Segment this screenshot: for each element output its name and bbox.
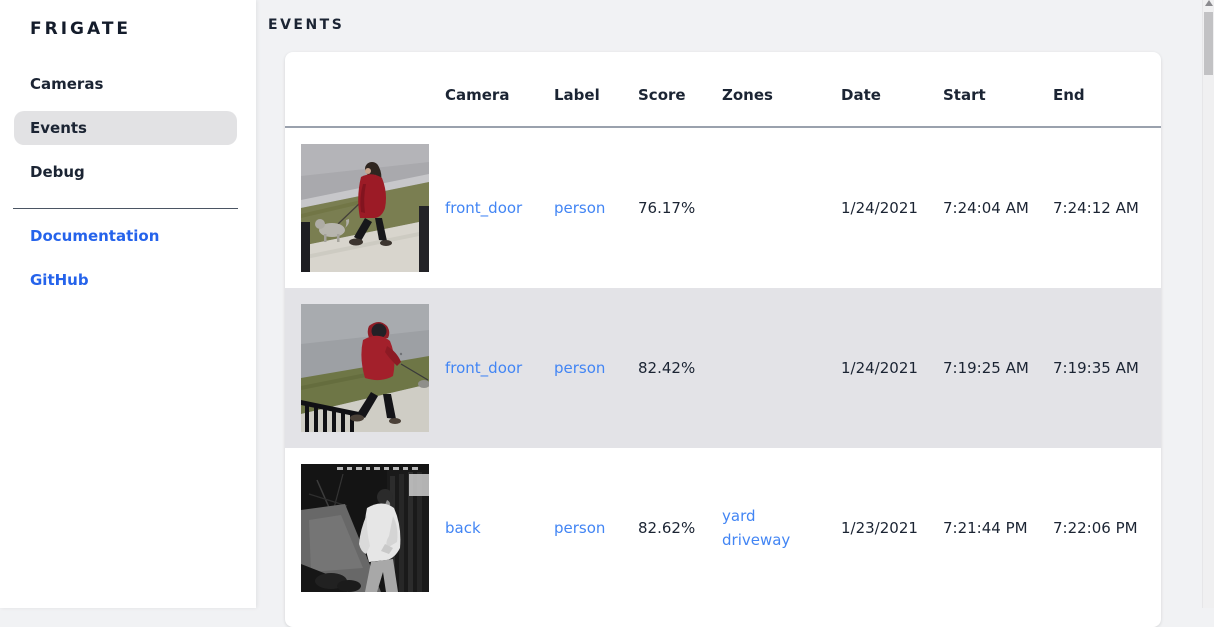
table-row[interactable]: back person 82.62% yard driveway 1/23/20… xyxy=(285,448,1161,608)
sidebar-link-documentation[interactable]: Documentation xyxy=(30,227,160,245)
sidebar-divider xyxy=(13,208,238,209)
label-link[interactable]: person xyxy=(554,199,606,217)
zone-link[interactable]: driveway xyxy=(722,531,791,549)
zone-link[interactable]: yard xyxy=(722,507,756,525)
table-header-row: Camera Label Score Zones Date Start End xyxy=(285,52,1161,128)
camera-link[interactable]: front_door xyxy=(445,199,523,217)
column-header-zones: Zones xyxy=(722,52,841,128)
zones-cell: yard driveway xyxy=(722,448,841,608)
column-header-end: End xyxy=(1053,52,1161,128)
table-row[interactable]: front_door person 82.42% 1/24/2021 7:19:… xyxy=(285,288,1161,448)
column-header-label: Label xyxy=(554,52,638,128)
app-logo: FRIGATE xyxy=(30,19,132,39)
table-row[interactable]: front_door person 76.17% 1/24/2021 7:24:… xyxy=(285,127,1161,288)
column-header-camera: Camera xyxy=(445,52,554,128)
page-title: EVENTS xyxy=(268,17,345,33)
date-value: 1/23/2021 xyxy=(841,519,918,537)
end-value: 7:19:35 AM xyxy=(1053,359,1139,377)
camera-link[interactable]: back xyxy=(445,519,481,537)
sidebar-item-events[interactable]: Events xyxy=(14,111,237,145)
scrollbar-thumb[interactable] xyxy=(1204,12,1213,75)
sidebar: FRIGATE Cameras Events Debug Documentati… xyxy=(0,0,256,608)
label-link[interactable]: person xyxy=(554,359,606,377)
column-header-thumbnail xyxy=(285,52,445,128)
end-value: 7:22:06 PM xyxy=(1053,519,1138,537)
start-value: 7:24:04 AM xyxy=(943,199,1029,217)
scrollbar-up-arrow-icon[interactable] xyxy=(1205,0,1213,6)
sidebar-nav: Cameras Events Debug xyxy=(0,67,256,189)
zones-cell xyxy=(722,288,841,448)
score-value: 82.42% xyxy=(638,359,696,377)
start-value: 7:19:25 AM xyxy=(943,359,1029,377)
score-value: 76.17% xyxy=(638,199,696,217)
zones-cell xyxy=(722,127,841,288)
events-card: Camera Label Score Zones Date Start End xyxy=(285,52,1161,627)
sidebar-link-github[interactable]: GitHub xyxy=(30,271,89,289)
vertical-scrollbar[interactable] xyxy=(1202,0,1214,608)
event-thumbnail[interactable] xyxy=(301,144,429,272)
event-thumbnail[interactable] xyxy=(301,304,429,432)
column-header-start: Start xyxy=(943,52,1053,128)
date-value: 1/24/2021 xyxy=(841,199,918,217)
camera-link[interactable]: front_door xyxy=(445,359,523,377)
sidebar-item-cameras[interactable]: Cameras xyxy=(30,75,104,93)
end-value: 7:24:12 AM xyxy=(1053,199,1139,217)
column-header-score: Score xyxy=(638,52,722,128)
sidebar-item-debug[interactable]: Debug xyxy=(30,163,85,181)
event-thumbnail[interactable] xyxy=(301,464,429,592)
column-header-date: Date xyxy=(841,52,943,128)
label-link[interactable]: person xyxy=(554,519,606,537)
start-value: 7:21:44 PM xyxy=(943,519,1028,537)
events-table: Camera Label Score Zones Date Start End xyxy=(285,52,1161,608)
score-value: 82.62% xyxy=(638,519,696,537)
date-value: 1/24/2021 xyxy=(841,359,918,377)
